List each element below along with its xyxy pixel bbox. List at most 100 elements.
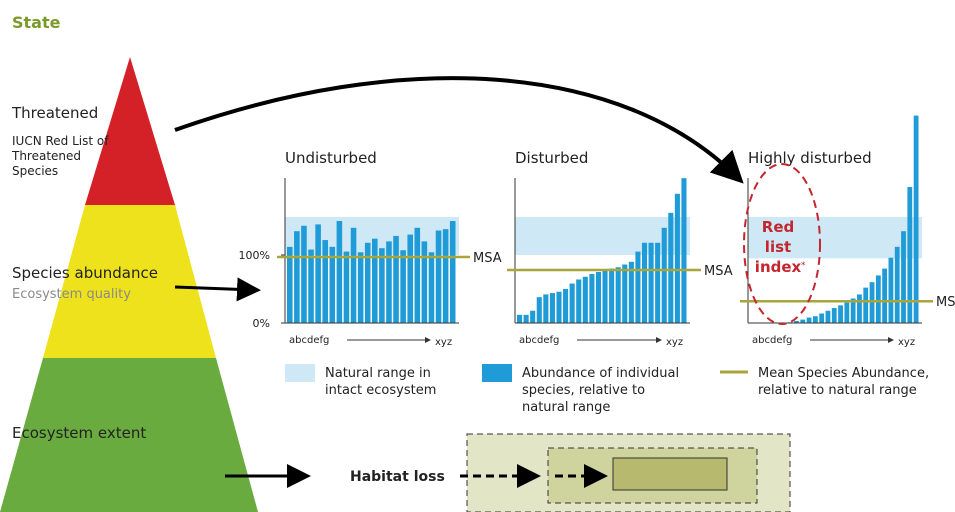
y-tick-label: 100% [239, 249, 270, 262]
bar [530, 310, 536, 323]
habitat-inner [612, 457, 728, 491]
bar [648, 242, 654, 323]
bar [661, 227, 667, 323]
bar [393, 235, 399, 323]
bar [888, 257, 894, 323]
bar [287, 246, 293, 323]
pyramid-base [0, 358, 258, 512]
bar [308, 249, 314, 323]
bar [549, 293, 555, 323]
bar [844, 302, 850, 323]
red-list-text: Red [762, 218, 794, 236]
bar [582, 276, 588, 323]
panel-title: Undisturbed [285, 149, 377, 167]
bar [414, 227, 421, 323]
bar [517, 314, 523, 323]
legend-text: intact ecosystem [325, 383, 436, 398]
msa-label: MSA [936, 295, 955, 310]
level-subtitle: Threatened [11, 149, 81, 163]
x-end: xyz [666, 337, 683, 348]
x-start: abcdefg [752, 335, 792, 346]
natural-range [748, 216, 922, 259]
bar [825, 310, 831, 323]
habitat-label: Habitat loss [350, 469, 445, 485]
bar [655, 242, 661, 323]
title: State [12, 13, 61, 32]
x-start: abcdefg [289, 335, 329, 346]
panel-title: Disturbed [515, 149, 588, 167]
legend-text: species, relative to [522, 383, 645, 398]
bar [863, 287, 869, 323]
bar [622, 264, 628, 323]
bar [400, 250, 406, 323]
level-subtitle: Species [12, 164, 58, 178]
legend-text: Mean Species Abundance, [758, 366, 929, 381]
legend-swatch [482, 364, 512, 382]
bar [343, 251, 350, 323]
msa-label: MSA [473, 251, 502, 266]
msa-label: MSA [704, 264, 733, 279]
bar [819, 313, 825, 323]
x-end: xyz [898, 337, 915, 348]
pyramid-top [85, 57, 175, 205]
bar [674, 193, 680, 323]
bar [543, 294, 549, 323]
bar [589, 274, 595, 323]
bar [357, 252, 364, 323]
bar [628, 261, 634, 323]
arrow [174, 277, 261, 302]
red-list-text: index [755, 258, 802, 276]
bar [882, 268, 888, 323]
bar [894, 246, 900, 323]
bar [563, 289, 569, 323]
bar [428, 252, 435, 323]
bar [421, 241, 428, 323]
bar [336, 221, 343, 323]
bar [379, 248, 385, 323]
bar [315, 224, 321, 323]
bar [569, 283, 575, 323]
bar [635, 251, 641, 323]
bar [602, 269, 608, 323]
curved-arrow [174, 76, 744, 184]
bar [901, 231, 906, 323]
bar [812, 316, 818, 323]
bar [615, 267, 621, 323]
red-list-ellipse [743, 163, 821, 325]
bar [875, 275, 881, 323]
bar [838, 305, 843, 323]
legend-text: relative to natural range [758, 383, 917, 398]
legend-text: Abundance of individual [522, 366, 679, 381]
level-title: Ecosystem extent [12, 424, 146, 442]
bar [386, 241, 392, 323]
x-start: abcdefg [519, 335, 559, 346]
bar [869, 282, 875, 323]
bar [806, 317, 812, 323]
bar [407, 234, 413, 323]
bar [609, 268, 615, 323]
panel-title: Highly disturbed [748, 149, 872, 167]
bar [800, 319, 806, 323]
bar [913, 115, 919, 323]
bar [449, 221, 456, 323]
bar [668, 212, 674, 323]
level-title: Species abundance [12, 264, 158, 282]
y-tick-label: 0% [253, 317, 270, 330]
legend-swatch [285, 364, 315, 382]
bar [435, 230, 442, 323]
bar [350, 227, 357, 323]
bar [641, 242, 648, 323]
bar [294, 231, 300, 323]
bar [681, 178, 687, 323]
bar [794, 320, 799, 323]
bar [329, 246, 336, 323]
bar [322, 240, 328, 323]
x-end: xyz [435, 337, 452, 348]
bar [556, 291, 562, 323]
level-subtitle: IUCN Red List of [12, 134, 109, 148]
level-title: Threatened [11, 104, 98, 122]
bar [831, 308, 837, 323]
footnote-mark: * [801, 261, 806, 271]
legend-text: natural range [522, 400, 610, 415]
